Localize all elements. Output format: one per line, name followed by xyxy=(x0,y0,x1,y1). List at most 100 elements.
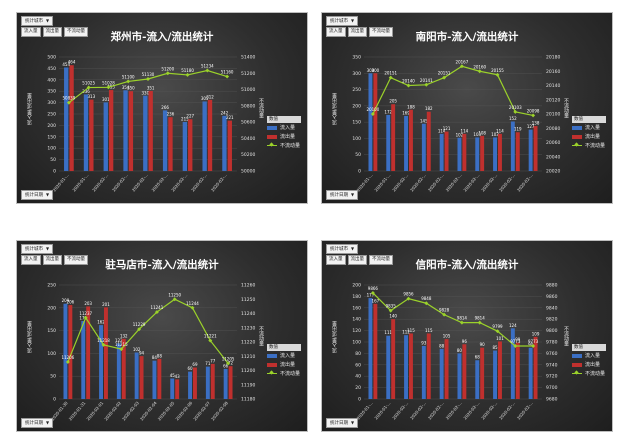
field-button-inflow[interactable]: 流入量 xyxy=(21,255,41,265)
y2-tick-label: 51400 xyxy=(241,55,255,61)
field-button-inflow[interactable]: 流入量 xyxy=(326,27,346,37)
line-data-label: 11244 xyxy=(186,301,199,306)
city-filter-button[interactable]: 统计城市 ▼ xyxy=(326,16,359,26)
combo-chart-svg: 0 50 100 150 200 250 11180 11190 11200 11210 11220… xyxy=(47,283,255,422)
bar-outflow xyxy=(444,339,449,399)
field-button-static[interactable]: 不流动量 xyxy=(64,255,88,265)
legend: 数值 流入量 流出量 不流动量 xyxy=(267,116,301,150)
bar-data-label: 103 xyxy=(491,132,499,137)
legend-item-outflow[interactable]: 流出量 xyxy=(267,132,301,141)
date-axis-button[interactable]: 统计日期 ▼ xyxy=(21,418,54,428)
y2-tick-label: 9780 xyxy=(546,340,558,346)
x-tick-label: 2020-02-... xyxy=(480,400,498,420)
chart-title: 驻马店市-流入/流出统计 xyxy=(105,259,219,271)
bar-inflow xyxy=(510,328,515,399)
field-button-static[interactable]: 不流动量 xyxy=(64,27,88,37)
line-data-label: 51025 xyxy=(82,81,95,86)
y-tick-label: 140 xyxy=(352,317,361,323)
legend-item-outflow[interactable]: 流出量 xyxy=(572,360,606,369)
bar-inflow xyxy=(116,343,121,399)
static-point xyxy=(424,82,429,87)
bar-outflow xyxy=(373,303,378,399)
bar-data-label: 140 xyxy=(389,314,397,319)
y-tick-label: 50 xyxy=(355,152,361,158)
line-data-label: 20103 xyxy=(509,105,522,110)
static-point xyxy=(495,329,500,334)
static-point xyxy=(146,77,150,81)
y-tick-label: 100 xyxy=(47,351,56,357)
field-button-static[interactable]: 不流动量 xyxy=(369,255,393,265)
y-tick-label: 60 xyxy=(355,362,361,368)
static-point xyxy=(513,109,518,114)
y2-tick-label: 9680 xyxy=(546,397,558,403)
y-tick-label: 250 xyxy=(47,283,56,289)
bar-outflow xyxy=(139,356,144,399)
field-button-outflow[interactable]: 流出量 xyxy=(347,255,367,265)
field-button-outflow[interactable]: 流出量 xyxy=(347,27,367,37)
y-tick-label: 150 xyxy=(47,134,56,140)
legend-item-outflow[interactable]: 流出量 xyxy=(267,360,301,369)
chart-panel-xinyang: 统计城市 ▼ 流入量 流出量 不流动量 信阳市-流入/流出统计 0 20 40 60 80… xyxy=(321,240,613,432)
bar-data-label: 300 xyxy=(367,68,375,73)
x-tick-label: 2020-01-... xyxy=(374,400,392,420)
line-data-label: 11237 xyxy=(79,311,92,316)
bar-data-label: 99 xyxy=(515,337,521,342)
static-point xyxy=(190,305,195,310)
y-axis-left-label: 流入量/流出量 xyxy=(27,93,33,125)
y-tick-label: 180 xyxy=(352,294,361,300)
bar-inflow xyxy=(493,137,497,171)
static-point xyxy=(442,75,447,80)
city-filter-button[interactable]: 统计城市 ▼ xyxy=(21,244,54,254)
chart-title: 信阳市-流入/流出统计 xyxy=(415,259,519,271)
y2-tick-label: 20060 xyxy=(546,140,560,146)
y-axis-left-label: 流入量/流出量 xyxy=(332,93,338,125)
field-button-outflow[interactable]: 流出量 xyxy=(42,27,62,37)
field-button-inflow[interactable]: 流入量 xyxy=(326,255,346,265)
x-tick-label: 2020-02-... xyxy=(391,400,409,420)
y-tick-label: 120 xyxy=(352,328,361,334)
bar-data-label: 127 xyxy=(527,124,535,129)
line-data-label: 11215 xyxy=(115,342,128,347)
y2-tick-label: 50800 xyxy=(241,103,255,109)
bar-data-label: 454 xyxy=(62,62,70,67)
bar-data-label: 355 xyxy=(107,85,115,90)
static-point xyxy=(208,338,213,343)
bar-inflow xyxy=(404,115,408,171)
legend-item-inflow[interactable]: 流入量 xyxy=(267,123,301,132)
bar-inflow xyxy=(152,360,157,399)
bar-outflow xyxy=(128,91,134,171)
city-filter-button[interactable]: 统计城市 ▼ xyxy=(21,16,54,26)
line-data-label: 11241 xyxy=(151,305,164,310)
legend-item-inflow[interactable]: 流入量 xyxy=(267,351,301,360)
legend-item-inflow[interactable]: 流入量 xyxy=(572,351,606,360)
legend-item-static[interactable]: 不流动量 xyxy=(267,369,301,378)
bar-data-label: 464 xyxy=(68,60,76,65)
date-axis-button[interactable]: 统计日期 ▼ xyxy=(326,190,359,200)
y-tick-label: 50 xyxy=(50,157,56,163)
static-point xyxy=(106,85,111,90)
bar-data-label: 215 xyxy=(181,116,189,121)
y2-tick-label: 20020 xyxy=(546,169,560,175)
legend-item-static[interactable]: 不流动量 xyxy=(572,369,606,378)
bar-data-label: 206 xyxy=(67,300,75,305)
field-button-outflow[interactable]: 流出量 xyxy=(42,255,62,265)
legend-item-inflow[interactable]: 流入量 xyxy=(572,123,606,132)
y2-tick-label: 20140 xyxy=(546,83,560,89)
date-axis-button[interactable]: 统计日期 ▼ xyxy=(326,418,359,428)
x-tick-label: 2020-02-05 xyxy=(157,400,176,421)
field-button-inflow[interactable]: 流入量 xyxy=(21,27,41,37)
date-axis-button[interactable]: 统计日期 ▼ xyxy=(21,190,54,200)
legend-item-static[interactable]: 不流动量 xyxy=(267,141,301,150)
field-button-static[interactable]: 不流动量 xyxy=(369,27,393,37)
static-point xyxy=(101,342,106,347)
bar-inflow xyxy=(528,129,533,171)
x-tick-label: 2020-01-... xyxy=(71,172,89,192)
city-filter-button[interactable]: 统计城市 ▼ xyxy=(326,244,359,254)
x-tick-label: 2020-02-... xyxy=(131,172,149,192)
chart-title: 郑州市-流入/流出统计 xyxy=(110,31,214,43)
dropdown-icon: ▼ xyxy=(351,192,355,197)
legend-item-static[interactable]: 不流动量 xyxy=(572,141,606,150)
bar-inflow xyxy=(103,102,108,171)
legend: 数值 流入量 流出量 不流动量 xyxy=(572,116,606,150)
legend-item-outflow[interactable]: 流出量 xyxy=(572,132,606,141)
